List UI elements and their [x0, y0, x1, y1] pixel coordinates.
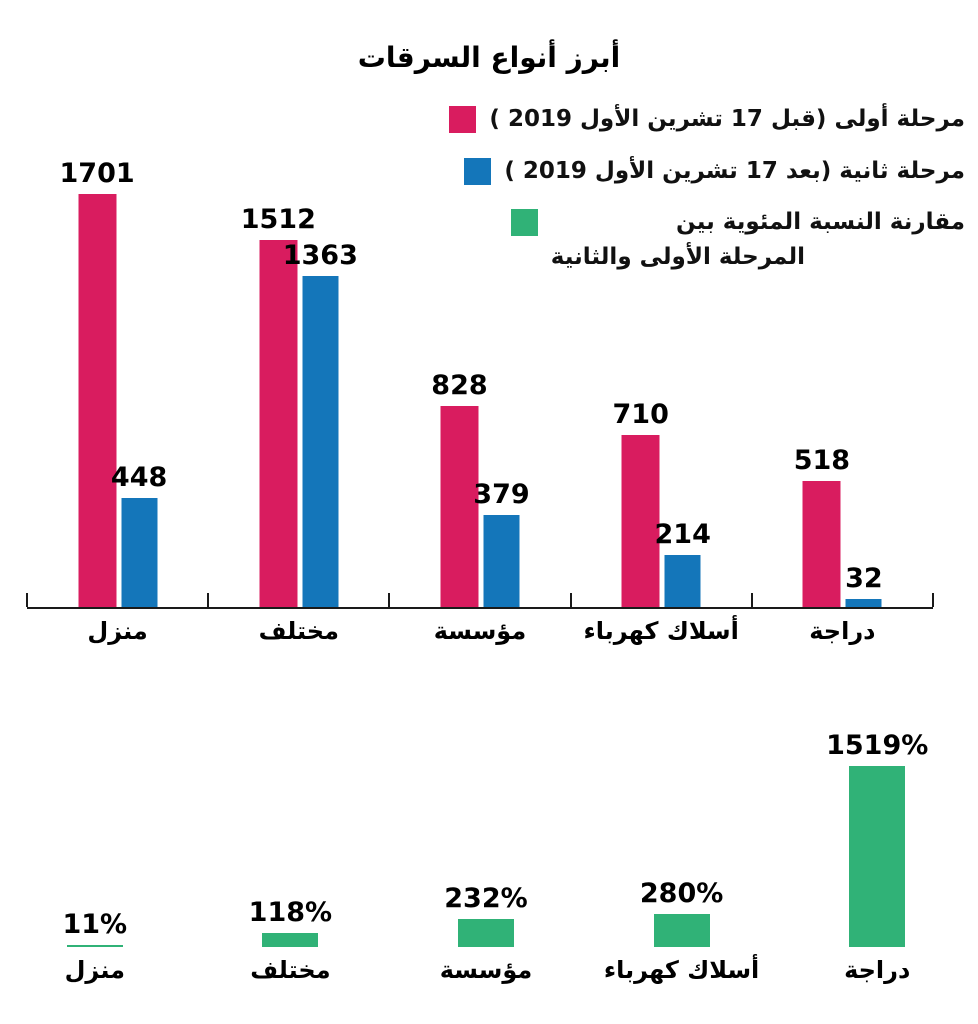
- axis-tick: [207, 593, 210, 607]
- value-label: 518: [793, 445, 851, 477]
- percent-category-label-3: أسلاك كهرباء: [603, 956, 760, 984]
- percent-category-label-0: منزل: [64, 956, 125, 984]
- percent-bar-s1-c1: 118%: [249, 898, 332, 947]
- legend-item-phase-2: مرحلة ثانية (بعد 17 تشرين الأول 2019 ): [449, 154, 965, 189]
- main-bar-s2-c0: 448: [111, 463, 167, 607]
- main-chart-category-labels: منزل مختلف مؤسسة أسلاك كهرباء دراجة: [27, 617, 933, 645]
- percent-category-label-1: مختلف: [250, 956, 331, 984]
- main-column-0: 1701 448: [27, 150, 208, 607]
- value-label: 1363: [282, 240, 358, 272]
- legend-label: مقارنة النسبة المئوية بين المرحلة الأولى …: [550, 209, 965, 270]
- value-label: 214: [654, 519, 711, 551]
- value-label: 448: [110, 462, 168, 494]
- legend-swatch-phase-2: [464, 157, 492, 185]
- percent-column-3: 280%: [584, 720, 780, 947]
- value-label: 280%: [639, 878, 724, 910]
- main-bar-s2-c1: 1363: [283, 241, 358, 607]
- main-category-label-4: دراجة: [809, 617, 876, 645]
- value-label: 828: [431, 370, 488, 402]
- percent-chart-category-labels: منزل مختلف مؤسسة أسلاك كهرباء دراجة: [0, 956, 975, 984]
- main-category-label-3: أسلاك كهرباء: [583, 617, 739, 645]
- axis-tick: [569, 593, 572, 607]
- legend-label: مرحلة أولى (قبل 17 تشرين الأول 2019 ): [489, 106, 965, 132]
- value-label: 379: [473, 479, 530, 511]
- value-label: 1512: [240, 204, 316, 236]
- value-label: 1519%: [826, 730, 929, 762]
- percent-bar-s1-c3: 280%: [640, 879, 723, 947]
- percent-column-0: 11%: [0, 720, 193, 947]
- main-category-label-0: منزل: [87, 617, 148, 645]
- main-bar-s2-c4: 32: [845, 564, 883, 607]
- main-category-label-1: مختلف: [258, 617, 339, 645]
- value-label: 11%: [62, 909, 128, 941]
- percent-comparison-bar-chart: 11% 118% 232% 280% 1519%: [0, 720, 975, 947]
- axis-tick: [26, 593, 28, 607]
- main-bar-s1-c2: 828: [431, 371, 488, 607]
- main-bar-s1-c4: 518: [794, 446, 850, 607]
- page-title: أبرز أنواع السرقات: [357, 40, 621, 74]
- main-bar-chart: 1701 448 1512 1363 828 379 710 214 518 32: [26, 150, 934, 609]
- legend-item-percent-comparison: مقارنة النسبة المئوية بين المرحلة الأولى …: [449, 205, 965, 274]
- legend-label: مرحلة ثانية (بعد 17 تشرين الأول 2019 ): [504, 157, 965, 184]
- percent-bar-s1-c0: 11%: [62, 910, 127, 947]
- legend-swatch-phase-1: [449, 106, 477, 133]
- main-bar-s1-c0: 1701: [60, 159, 135, 607]
- percent-bar-s1-c2: 232%: [444, 884, 528, 947]
- percent-column-2: 232%: [388, 720, 584, 947]
- main-bar-s1-c3: 710: [613, 400, 669, 607]
- percent-bar-s1-c4: 1519%: [826, 731, 928, 947]
- main-column-2: 828 379: [389, 150, 570, 607]
- percent-category-label-2: مؤسسة: [439, 956, 533, 984]
- main-bar-s1-c1: 1512: [241, 205, 316, 607]
- legend-swatch-percent-comparison: [510, 209, 538, 236]
- value-label: 232%: [444, 883, 528, 915]
- main-column-4: 518 32: [752, 150, 933, 607]
- main-bar-s2-c2: 379: [473, 480, 530, 607]
- percent-column-4: 1519%: [779, 720, 975, 947]
- legend-item-phase-1: مرحلة أولى (قبل 17 تشرين الأول 2019 ): [449, 102, 965, 137]
- legend: مرحلة أولى (قبل 17 تشرين الأول 2019 ) مرح…: [449, 102, 965, 274]
- main-column-1: 1512 1363: [208, 150, 389, 607]
- main-category-label-2: مؤسسة: [433, 617, 527, 645]
- value-label: 710: [612, 399, 669, 431]
- axis-tick: [388, 593, 391, 607]
- main-column-3: 710 214: [571, 150, 752, 607]
- axis-tick: [932, 593, 934, 607]
- main-bar-s2-c3: 214: [655, 520, 711, 607]
- percent-column-1: 118%: [193, 720, 389, 947]
- axis-tick: [750, 593, 753, 607]
- percent-category-label-4: دراجة: [844, 956, 911, 984]
- value-label: 118%: [248, 897, 333, 929]
- value-label: 32: [845, 563, 883, 595]
- value-label: 1701: [59, 158, 135, 190]
